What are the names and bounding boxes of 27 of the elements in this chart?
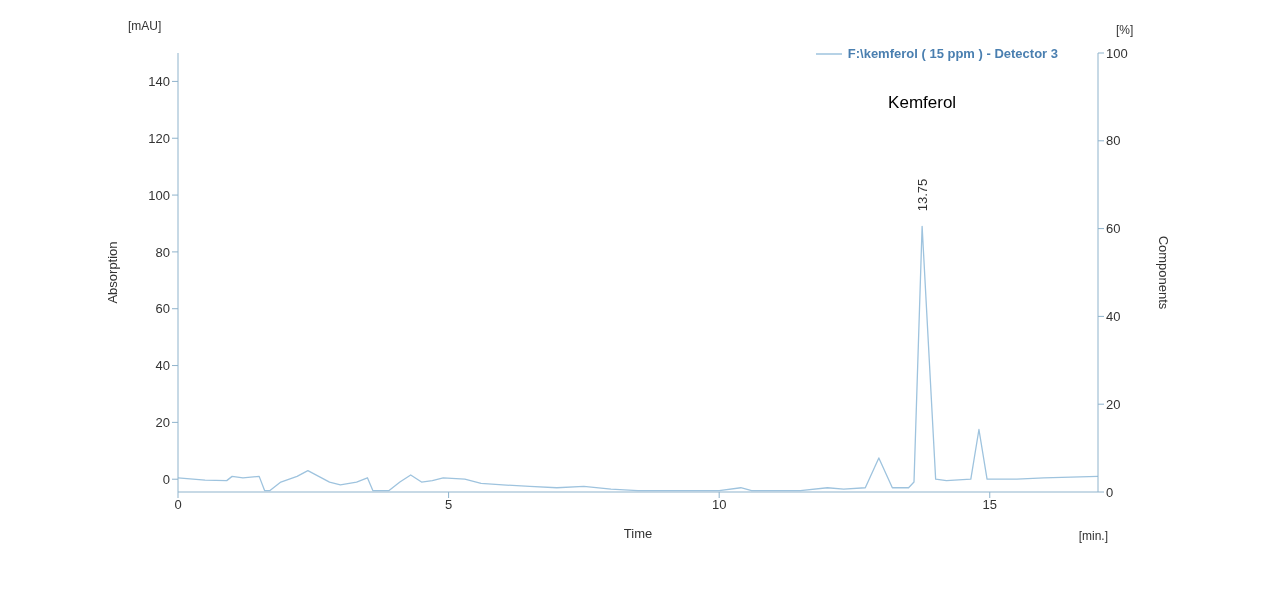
annotation: Kemferol — [888, 93, 957, 112]
annotation: 13.75 — [915, 178, 931, 212]
y2-tick-label: 40 — [1106, 309, 1121, 325]
y2-tick-label: 60 — [1106, 221, 1121, 237]
y2-tick-label: 80 — [1106, 133, 1121, 149]
y-tick-label: 0 — [162, 471, 170, 487]
text: [min.] — [1078, 529, 1108, 543]
text: [%] — [1116, 23, 1134, 37]
y2-tick-label: 20 — [1106, 396, 1121, 412]
x-axis-title: Time — [623, 526, 653, 541]
y-tick-label: 80 — [155, 244, 170, 260]
text: [mAU] — [128, 19, 162, 33]
x-tick-label: 15 — [982, 497, 997, 513]
y-tick-label: 40 — [155, 358, 170, 374]
x-tick-label: 5 — [444, 497, 453, 513]
x-tick-label: 0 — [174, 497, 182, 513]
y2-tick-label: 0 — [1106, 484, 1114, 500]
y-tick-label: 100 — [148, 187, 170, 203]
y-axis-title: Absorption — [104, 241, 120, 304]
y-tick-label: 140 — [148, 74, 170, 90]
x-tick-label: 10 — [711, 497, 727, 513]
y-tick-label: 120 — [148, 130, 170, 146]
legend-label: F:\kemferol ( 15 ppm ) - Detector 3 — [847, 46, 1058, 61]
y-tick-label: 20 — [155, 415, 170, 430]
y2-tick-label: 100 — [1106, 45, 1128, 61]
y2-axis-title: Components — [1156, 235, 1172, 310]
y-tick-label: 60 — [155, 301, 170, 317]
